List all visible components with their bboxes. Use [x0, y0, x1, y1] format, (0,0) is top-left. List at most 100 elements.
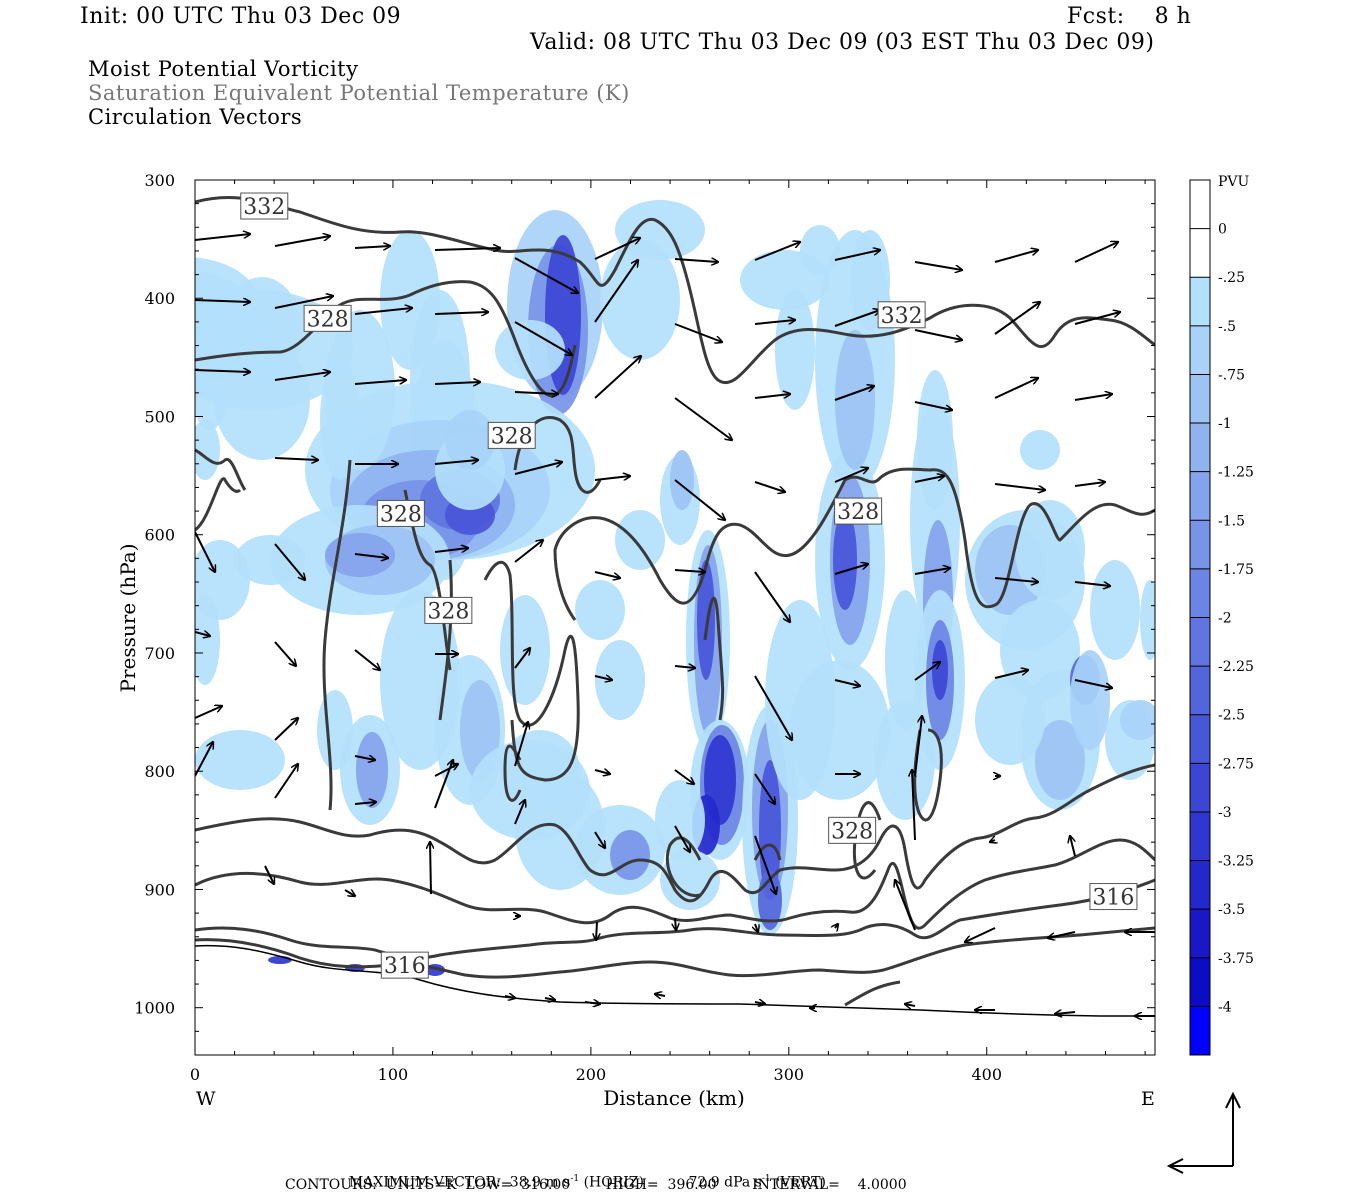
- x-tick-label: 0: [190, 1065, 200, 1084]
- pv-blob: [320, 360, 360, 480]
- vector-arrow: [655, 994, 666, 996]
- theta-es-isoline: [553, 467, 1155, 621]
- theta-es-isoline: [322, 459, 352, 811]
- vector-arrow: [274, 372, 330, 381]
- terrain-line: [195, 944, 1155, 1017]
- pv-blob: [445, 410, 495, 470]
- vector-arrow: [354, 553, 388, 558]
- colorbar-swatch: [1190, 471, 1210, 521]
- pv-blob: [790, 660, 890, 800]
- contour-label: 328: [427, 599, 469, 624]
- theta-es-isoline: [703, 596, 725, 721]
- vector-arrow: [994, 378, 1038, 399]
- pv-blob: [600, 240, 680, 360]
- vector-arrow: [754, 242, 800, 261]
- vector-arrow: [594, 770, 610, 774]
- vector-arrow: [354, 380, 406, 385]
- vector-arrow: [264, 865, 274, 884]
- vector-arrow: [674, 666, 695, 668]
- pv-blob: [835, 330, 875, 470]
- x-tick-label: 200: [576, 1065, 607, 1084]
- vector-arrow: [1048, 931, 1076, 938]
- vector-arrow: [344, 890, 355, 896]
- pv-blob: [1015, 500, 1085, 600]
- vector-arrow: [1074, 679, 1112, 688]
- vector-arrow: [514, 392, 558, 394]
- vector-arrow: [990, 840, 995, 842]
- theta-es-isoline: [438, 559, 453, 721]
- vector-arrow: [905, 1004, 916, 1006]
- vector-arrow: [834, 468, 868, 483]
- init-time: Init: 00 UTC Thu 03 Dec 09: [80, 4, 402, 29]
- vector-arrow: [914, 568, 950, 575]
- theta-es-isoline: [195, 448, 247, 491]
- vector-arrow: [1074, 394, 1112, 401]
- plot-frame: [194, 179, 1156, 1056]
- horiz-unit: (HORIZ): [579, 1174, 644, 1191]
- vector-arrow: [754, 835, 776, 894]
- vector-arrow: [514, 257, 578, 293]
- colorbar-swatch: [1190, 277, 1210, 326]
- colorbar-swatch: [1190, 374, 1210, 424]
- vector-arrow: [594, 238, 640, 260]
- vector-arrow: [674, 825, 690, 852]
- pv-blob: [1035, 720, 1085, 800]
- vector-arrow: [195, 706, 222, 719]
- vector-arrow: [434, 760, 453, 809]
- colorbar-swatch: [1190, 228, 1210, 278]
- contour-labels: 332 328 328 328 328 332 328 328 316 316: [240, 192, 1138, 979]
- vector-arrow: [834, 679, 860, 686]
- contour-label-box: [487, 421, 536, 449]
- theta-es-isoline: [195, 878, 1155, 960]
- colorbar-label: -1.25: [1218, 465, 1254, 481]
- colorbar-label: -1: [1218, 416, 1232, 432]
- theta-es-isoline: [195, 763, 1155, 903]
- contour-label: 316: [384, 954, 426, 979]
- colorbar-swatch: [1190, 957, 1210, 1007]
- pv-blob: [195, 730, 285, 790]
- pv-blob: [660, 850, 720, 910]
- vector-arrow: [434, 548, 468, 553]
- colorbar: PVU 0 -.25 -.5 -.75 -1 -1.25 -1.5 -1.75 -2 -2.25 -2…: [1189, 174, 1254, 1056]
- vector-arrow: [754, 773, 775, 804]
- axes: 300 400 500 600 700 800 900 1000 0 100 200 300 400: [134, 171, 1155, 1084]
- vector-arrow: [914, 329, 962, 340]
- vector-arrow: [514, 462, 562, 475]
- colorbar-swatch: [1190, 568, 1210, 618]
- y-tick-label: 600: [144, 526, 175, 545]
- vector-arrow: [834, 250, 880, 261]
- pv-blob: [670, 450, 694, 510]
- max-vector-label: MAXIMUM VECTOR:: [348, 1174, 501, 1191]
- vector-arrow: [835, 924, 838, 928]
- vector-arrow: [594, 476, 630, 481]
- contour-label: 328: [831, 819, 873, 844]
- vector-arrow: [674, 479, 725, 520]
- vector-arrow: [754, 1002, 765, 1004]
- vector-arrow: [994, 302, 1040, 335]
- vector-arrow: [195, 300, 250, 302]
- contour-label-box: [828, 816, 877, 844]
- field-title-theta-es: Saturation Equivalent Potential Temperat…: [88, 81, 630, 105]
- vector-arrow: [674, 259, 718, 262]
- pv-blob: [975, 675, 1045, 765]
- contour-label: 316: [1092, 886, 1134, 911]
- vector-arrow: [274, 296, 333, 309]
- colorbar-swatch: [1190, 714, 1210, 764]
- pv-blob: [655, 780, 705, 860]
- vector-arrow: [434, 460, 478, 465]
- vector-arrow: [274, 764, 298, 799]
- colorbar-label: -3.75: [1218, 951, 1254, 967]
- pv-blob: [875, 700, 935, 820]
- vector-arrow: [195, 370, 250, 372]
- vector-arrow: [675, 917, 676, 930]
- vector-arrow: [914, 476, 944, 483]
- colorbar-label: -2.75: [1218, 756, 1254, 772]
- vector-arrow: [354, 308, 412, 315]
- vector-arrow: [965, 927, 996, 942]
- x-tick-label: 300: [774, 1065, 805, 1084]
- colorbar-swatch: [1190, 763, 1210, 812]
- contour-label-box: [877, 301, 926, 329]
- x-axis-title: Distance (km): [603, 1086, 745, 1110]
- vector-arrow: [514, 800, 525, 825]
